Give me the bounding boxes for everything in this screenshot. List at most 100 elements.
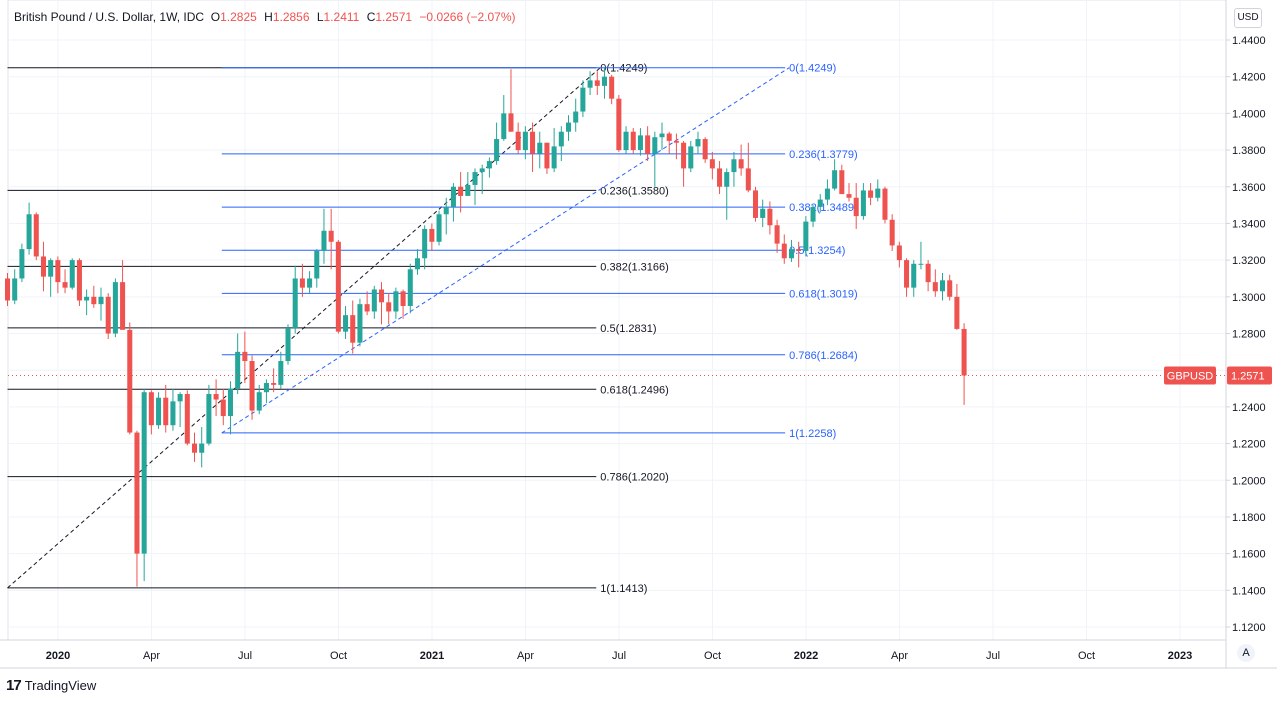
- candle-body: [191, 443, 198, 453]
- candle: [846, 183, 852, 202]
- candle-body: [436, 214, 442, 242]
- legend-title[interactable]: British Pound / U.S. Dollar, 1W, IDC: [14, 10, 205, 24]
- candle: [191, 432, 198, 462]
- candle: [357, 298, 363, 347]
- candle-body: [184, 394, 190, 444]
- candle: [55, 256, 61, 294]
- x-tick-label: 2023: [1168, 650, 1192, 662]
- candle: [62, 269, 68, 294]
- candle: [659, 122, 665, 151]
- candle-body: [486, 161, 492, 169]
- y-tick-label: 1.3800: [1232, 145, 1266, 157]
- candle: [724, 168, 730, 220]
- candle: [206, 384, 212, 446]
- candle-body: [314, 250, 320, 279]
- candle: [263, 379, 269, 404]
- candle: [896, 241, 902, 268]
- candle-body: [580, 87, 586, 112]
- candle-body: [177, 394, 183, 402]
- x-tick-label: 2021: [420, 650, 444, 662]
- x-tick-label: Jul: [238, 650, 252, 662]
- candle: [666, 131, 672, 154]
- candle: [681, 140, 687, 187]
- candle-body: [443, 206, 449, 215]
- candle: [695, 131, 701, 154]
- candle-body: [407, 269, 413, 306]
- candle-body: [84, 296, 90, 301]
- candle-body: [673, 140, 679, 143]
- legend-open-label: O: [210, 10, 221, 24]
- candle-body: [645, 135, 651, 154]
- candle: [709, 151, 715, 180]
- candle: [112, 278, 118, 338]
- candle-body: [76, 260, 82, 301]
- candle-body: [386, 302, 392, 312]
- candle: [184, 390, 190, 446]
- fib-level-label: 0.236(1.3779): [789, 149, 858, 161]
- candle-body: [860, 190, 866, 217]
- candle: [278, 351, 284, 389]
- fib-level-label: 0.5(1.3254): [789, 245, 845, 257]
- candle-body: [321, 230, 327, 251]
- candle: [486, 157, 492, 178]
- candle: [702, 137, 708, 163]
- candle: [803, 216, 809, 257]
- candle-body: [479, 168, 485, 173]
- candle-body: [501, 113, 507, 140]
- candle: [256, 384, 262, 415]
- y-tick-label: 1.4000: [1232, 108, 1266, 120]
- candle-body: [774, 225, 780, 244]
- candle: [314, 249, 320, 288]
- candle-body: [846, 194, 852, 198]
- candle-body: [896, 245, 902, 261]
- tradingview-branding[interactable]: 17 TradingView: [6, 677, 96, 694]
- candle-body: [544, 142, 550, 169]
- candle-body: [371, 289, 377, 312]
- candle: [12, 269, 18, 305]
- symbol-tag-label: GBPUSD: [1167, 371, 1214, 383]
- candle: [911, 260, 917, 297]
- candle: [156, 392, 162, 429]
- candle: [688, 140, 694, 173]
- y-tick-label: 1.3400: [1232, 218, 1266, 230]
- currency-button[interactable]: USD: [1234, 8, 1262, 28]
- candle: [199, 427, 205, 468]
- candle: [328, 208, 334, 270]
- candle-body: [731, 159, 737, 173]
- candle: [76, 258, 82, 306]
- legend-low-label: L: [316, 10, 324, 24]
- candle: [292, 265, 298, 334]
- candle: [249, 355, 255, 420]
- candle-body: [882, 188, 888, 220]
- fib-level-label: 0.382(1.3166): [600, 261, 669, 273]
- legend-low: 1.2411: [323, 10, 360, 24]
- x-tick-label: Oct: [1078, 650, 1095, 662]
- candle-body: [803, 221, 809, 251]
- candle-body: [112, 282, 118, 334]
- candles: [4, 67, 967, 587]
- candle-body: [738, 159, 744, 169]
- candle: [443, 197, 449, 235]
- candle: [335, 239, 341, 334]
- candle-body: [127, 329, 133, 433]
- auto-scale-button[interactable]: A: [1237, 644, 1255, 662]
- candle-body: [148, 392, 154, 426]
- candle: [4, 272, 11, 306]
- candle: [98, 287, 104, 321]
- y-tick-label: 1.2800: [1232, 329, 1266, 341]
- candle-body: [458, 186, 464, 196]
- candle-body: [271, 383, 277, 385]
- candle: [227, 381, 233, 435]
- candle: [378, 282, 385, 325]
- y-tick-label: 1.1200: [1232, 622, 1266, 634]
- candle: [738, 144, 744, 176]
- candle: [40, 241, 46, 292]
- candle: [436, 210, 442, 246]
- candle: [69, 258, 75, 290]
- candle-body: [156, 397, 162, 426]
- candle: [717, 161, 723, 195]
- candle: [393, 287, 399, 319]
- candle-body: [904, 260, 910, 288]
